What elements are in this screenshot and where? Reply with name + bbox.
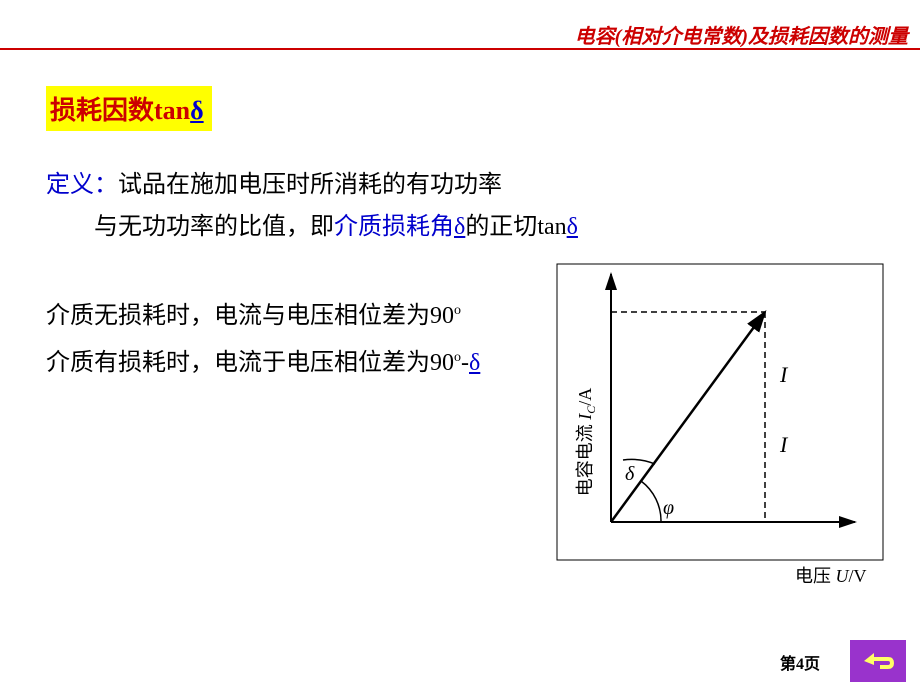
- phi-arc: [641, 481, 661, 522]
- section-title: 损耗因数tanδ: [46, 86, 212, 131]
- diagram-frame: [557, 264, 883, 560]
- section-tan: tan: [154, 96, 190, 125]
- page-number: 第4页: [780, 650, 820, 674]
- definition-mid: 的正切: [465, 214, 537, 240]
- vector-i: [611, 312, 765, 522]
- body-line-2: 介质有损耗时，电流于电压相位差为90o-δ: [46, 337, 480, 384]
- definition-tan: tan: [537, 214, 566, 240]
- y-axis-label: 电容电流 IC/A: [575, 388, 598, 497]
- body-2delta: δ: [469, 350, 480, 376]
- body-2a: 介质有损耗时，电流于电压相位差为: [46, 350, 430, 376]
- definition-line-1: 定义：试品在施加电压时所消耗的有功功率: [46, 164, 578, 206]
- label-i-1: I: [779, 362, 789, 387]
- body-block: 介质无损耗时，电流与电压相位差为90o 介质有损耗时，电流于电压相位差为90o-…: [46, 290, 480, 384]
- x-axis-label: 电压 U/V: [795, 566, 867, 586]
- phasor-diagram: 电容电流 IC/A 电压 U/V I I δ φ: [555, 262, 885, 602]
- section-delta: δ: [190, 96, 204, 125]
- body-2minus: -: [461, 350, 469, 376]
- definition-line-2: 与无功功率的比值，即介质损耗角δ的正切tanδ: [46, 206, 578, 248]
- label-phi: φ: [663, 497, 674, 519]
- definition-block: 定义：试品在施加电压时所消耗的有功功率 与无功功率的比值，即介质损耗角δ的正切t…: [46, 164, 578, 248]
- body-1deg: o: [454, 303, 461, 318]
- body-1a: 介质无损耗时，电流与电压相位差为: [46, 303, 430, 329]
- definition-delta-2: δ: [567, 214, 578, 240]
- definition-delta-1: δ: [454, 214, 465, 240]
- body-line-1: 介质无损耗时，电流与电压相位差为90o: [46, 290, 480, 337]
- return-icon: [858, 647, 898, 675]
- section-prefix: 损耗因数: [50, 95, 154, 125]
- body-2deg: o: [454, 350, 461, 365]
- definition-label: 定义：: [46, 172, 118, 198]
- definition-text-1: 试品在施加电压时所消耗的有功功率: [118, 172, 502, 198]
- label-i-2: I: [779, 432, 789, 457]
- header-title: 电容(相对介电常数)及损耗因数的测量: [575, 20, 908, 49]
- definition-term: 介质损耗角: [334, 214, 454, 240]
- body-1b: 90: [430, 303, 454, 329]
- body-2b: 90: [430, 350, 454, 376]
- nav-return-button[interactable]: [850, 640, 906, 682]
- label-delta: δ: [625, 463, 635, 485]
- definition-text-2: 与无功功率的比值，即: [46, 214, 334, 240]
